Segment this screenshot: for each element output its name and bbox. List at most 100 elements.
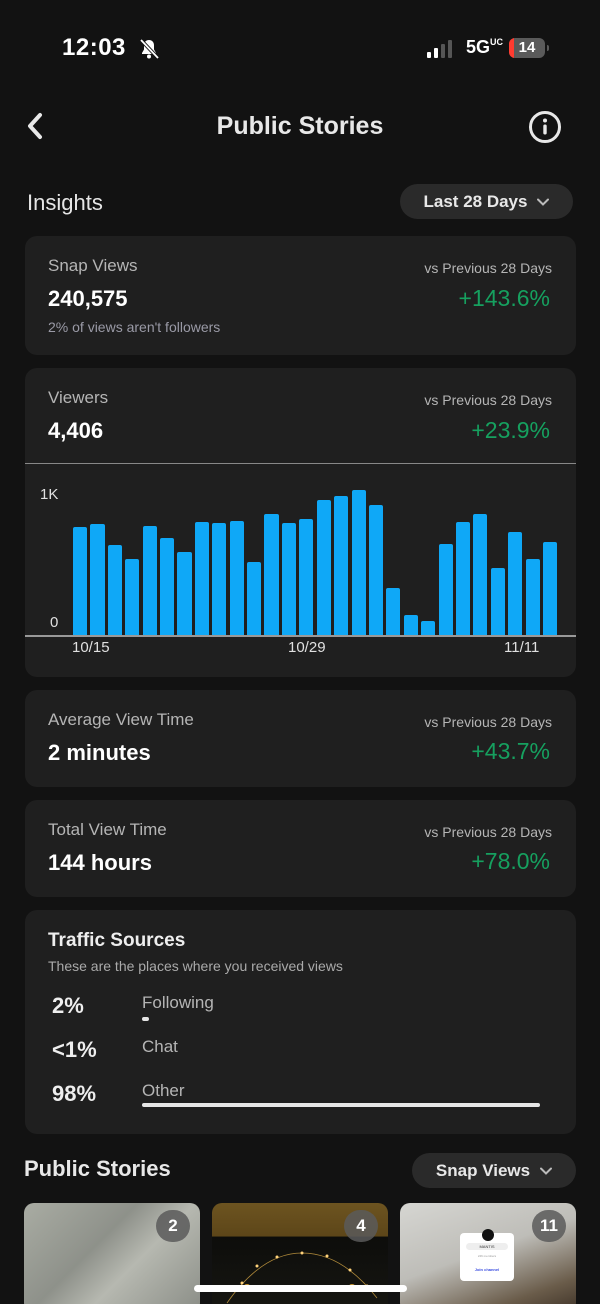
channel-avatar: [482, 1229, 494, 1241]
chart-bar: [438, 544, 453, 635]
chart-bar: [229, 521, 244, 635]
traffic-share-bar: [142, 1103, 540, 1107]
channel-invite-overlay: MANTIS 246 members Join channel: [460, 1229, 514, 1281]
page-title: Public Stories: [216, 112, 384, 140]
comparison-label: vs Previous 28 Days: [424, 714, 552, 730]
chart-bar: [368, 505, 384, 635]
chart-bar: [142, 526, 157, 635]
traffic-percent: <1%: [52, 1037, 97, 1062]
network-indicator: 5GUC: [466, 37, 504, 57]
divider: [25, 463, 576, 464]
average-view-time-card[interactable]: Average View Time 2 minutes vs Previous …: [25, 690, 576, 787]
traffic-sources-title: Traffic Sources: [48, 930, 186, 951]
chart-bar: [177, 552, 192, 635]
chart-bar: [473, 514, 488, 635]
traffic-source-name: Following: [142, 993, 214, 1012]
battery-icon: 14: [509, 38, 545, 58]
snap-count-badge: 11: [532, 1210, 566, 1242]
battery-level: 14: [518, 39, 536, 56]
comparison-label: vs Previous 28 Days: [424, 824, 552, 840]
chart-bar: [403, 615, 418, 635]
date-range-dropdown[interactable]: Last 28 Days: [400, 184, 573, 219]
card-label: Average View Time: [48, 710, 194, 729]
x-axis-label: 10/15: [72, 639, 110, 656]
chart-bar: [351, 490, 366, 635]
chart-bar: [455, 522, 471, 635]
comparison-label: vs Previous 28 Days: [424, 392, 552, 408]
card-value: 2 minutes: [48, 740, 151, 765]
chart-bar: [247, 562, 262, 635]
status-bar: 12:03 5GUC 14: [0, 0, 600, 96]
card-value: 4,406: [48, 418, 104, 443]
snap-views-card[interactable]: Snap Views 240,575 2% of views aren't fo…: [25, 236, 576, 355]
home-indicator[interactable]: [194, 1285, 407, 1292]
traffic-row-chat: <1% Chat: [25, 1034, 576, 1074]
card-label: Snap Views: [48, 256, 138, 275]
chart-bar: [508, 532, 523, 635]
viewers-bar-chart: 1K 0 10/15 10/29 11/11: [25, 464, 576, 676]
chart-bar: [386, 588, 401, 635]
signal-strength-icon: [427, 40, 452, 58]
traffic-sources-card: Traffic Sources These are the places whe…: [25, 910, 576, 1134]
change-percent: +78.0%: [471, 848, 550, 874]
chart-bar: [421, 621, 436, 635]
nav-header: Public Stories: [0, 100, 600, 152]
bar-series: [73, 490, 558, 635]
traffic-percent: 2%: [52, 993, 84, 1018]
chart-bar: [264, 514, 279, 635]
y-axis-min-label: 0: [50, 614, 59, 631]
story-thumbnail[interactable]: MANTIS 246 members Join channel 11: [400, 1203, 576, 1304]
card-label: Total View Time: [48, 820, 167, 839]
traffic-row-following: 2% Following: [25, 990, 576, 1030]
info-button[interactable]: [528, 110, 562, 144]
chart-bar: [73, 527, 88, 635]
chevron-down-icon: [540, 1167, 553, 1175]
y-axis-max-label: 1K: [40, 486, 59, 503]
chart-bar: [212, 523, 227, 635]
total-view-time-card[interactable]: Total View Time 144 hours vs Previous 28…: [25, 800, 576, 897]
traffic-share-bar: [142, 1017, 149, 1021]
change-percent: +23.9%: [471, 417, 550, 443]
string-lights-image: [226, 1251, 378, 1304]
chart-bar: [542, 542, 558, 635]
traffic-source-name: Other: [142, 1081, 185, 1100]
comparison-label: vs Previous 28 Days: [424, 260, 552, 276]
chart-bar: [90, 524, 105, 635]
sort-label: Snap Views: [435, 1160, 531, 1180]
back-button[interactable]: [20, 110, 52, 142]
chart-bar: [299, 519, 314, 635]
chart-bar: [160, 538, 175, 635]
x-axis-label: 11/11: [504, 639, 540, 656]
chart-bar: [281, 523, 296, 635]
traffic-sources-subtitle: These are the places where you received …: [48, 958, 343, 974]
chart-bar: [125, 559, 140, 635]
snap-count-badge: 4: [344, 1210, 378, 1242]
card-label: Viewers: [48, 388, 109, 407]
traffic-row-other: 98% Other: [25, 1078, 576, 1118]
date-range-label: Last 28 Days: [423, 191, 528, 211]
x-axis-line: [25, 635, 576, 637]
chart-bar: [334, 496, 349, 635]
chart-bar: [107, 545, 122, 635]
snap-count-badge: 2: [156, 1210, 190, 1242]
info-circle-icon: [529, 111, 561, 143]
insights-heading: Insights: [27, 190, 103, 215]
change-percent: +43.7%: [471, 738, 550, 764]
chevron-down-icon: [537, 198, 550, 206]
traffic-percent: 98%: [52, 1081, 97, 1106]
chart-bar: [316, 500, 331, 635]
card-value: 144 hours: [48, 850, 152, 875]
story-thumbnail[interactable]: 2: [24, 1203, 200, 1304]
card-subtext: 2% of views aren't followers: [48, 319, 221, 335]
chevron-left-icon: [28, 113, 42, 139]
status-time: 12:03: [62, 34, 126, 61]
traffic-source-name: Chat: [142, 1037, 178, 1056]
card-value: 240,575: [48, 286, 128, 311]
chart-bar: [194, 522, 209, 635]
chart-bar: [490, 568, 505, 635]
public-stories-heading: Public Stories: [24, 1156, 171, 1181]
viewers-card[interactable]: Viewers 4,406 vs Previous 28 Days +23.9%…: [25, 368, 576, 677]
bell-slash-icon: [139, 38, 160, 60]
sort-by-dropdown[interactable]: Snap Views: [412, 1153, 576, 1188]
change-percent: +143.6%: [458, 285, 550, 311]
